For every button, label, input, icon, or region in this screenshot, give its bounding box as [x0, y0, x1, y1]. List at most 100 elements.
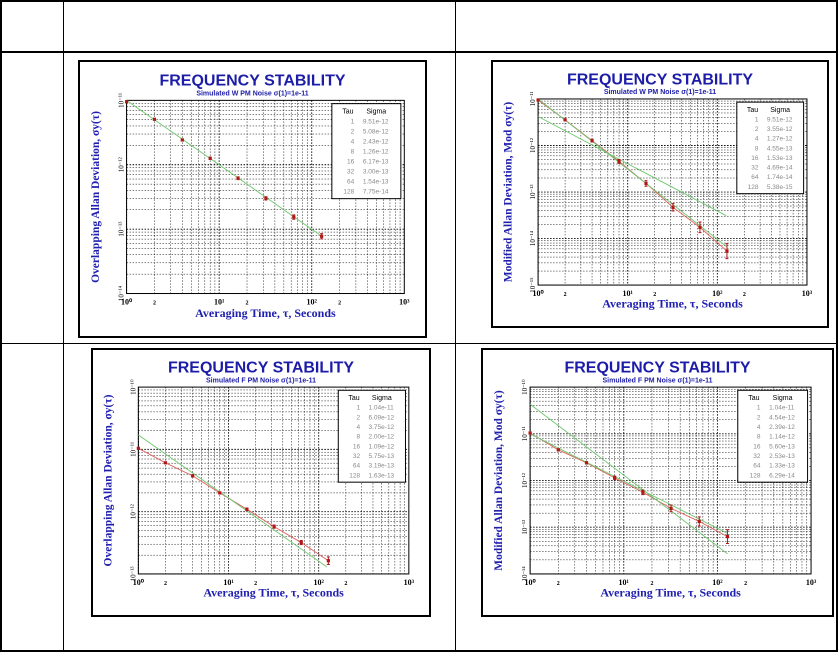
plot-frame — [537, 98, 808, 286]
legend-sigma-value: 5.60e-13 — [769, 443, 795, 450]
data-point — [292, 215, 296, 219]
legend-tau-value: 16 — [353, 443, 361, 450]
data-point — [191, 474, 195, 478]
chart-subtitle: Simulated W PM Noise σ(1)=1e-11 — [196, 90, 308, 97]
data-point — [163, 461, 168, 465]
legend-sigma-value: 5.38e-15 — [767, 184, 793, 191]
data-point — [563, 118, 567, 122]
legend-header-tau: Tau — [342, 109, 353, 116]
data-point — [218, 491, 222, 495]
legend-sigma-value: 4.69e-14 — [767, 165, 793, 172]
fit-line-green — [529, 403, 728, 555]
x-tick-label: 2 — [557, 581, 560, 587]
legend-sigma-value: 9.51e-12 — [767, 116, 793, 123]
legend-tau-value: 4 — [755, 136, 759, 143]
legend-tau-value: 8 — [356, 434, 360, 441]
x-tick-label: 2 — [744, 581, 747, 587]
legend-header-sigma: Sigma — [773, 395, 793, 402]
fit-line-green — [126, 99, 322, 237]
data-point — [697, 519, 701, 524]
y-tick-label: 10⁻¹² — [529, 138, 537, 153]
data-point — [326, 559, 330, 563]
data-point — [671, 205, 675, 209]
legend-tau-value: 4 — [757, 424, 761, 431]
table-column-divider-1 — [63, 0, 64, 652]
y-tick-label: 10⁻¹³ — [129, 566, 137, 581]
data-point — [584, 461, 589, 465]
y-tick-label: 10⁻¹³ — [529, 185, 537, 200]
chart-title: FREQUENCY STABILITY — [567, 71, 753, 88]
data-point — [136, 446, 140, 450]
x-axis-label: Averaging Time, τ, Seconds — [602, 297, 743, 311]
x-tick-label: 10⁰ — [133, 578, 145, 587]
legend-tau-value: 2 — [351, 129, 355, 136]
legend-tau-value: 128 — [748, 184, 759, 191]
table-header-divider — [0, 51, 838, 53]
legend-header-sigma: Sigma — [770, 107, 790, 114]
legend-tau-value: 32 — [753, 453, 761, 460]
x-tick-label: 10³ — [806, 578, 817, 587]
legend-box — [737, 389, 809, 483]
data-point — [208, 156, 212, 160]
data-point — [180, 138, 184, 142]
legend-tau-value: 4 — [356, 424, 360, 431]
chart-wpm-overlapping-adev: FREQUENCY STABILITY Simulated W PM Noise … — [78, 60, 427, 338]
legend-tau-value: 128 — [343, 189, 354, 196]
legend-sigma-value: 2.00e-12 — [369, 434, 395, 441]
legend-sigma-value: 6.09e-12 — [369, 414, 395, 421]
data-point — [556, 448, 560, 452]
legend-tau-value: 16 — [753, 443, 761, 450]
legend-sigma-value: 1.53e-13 — [767, 155, 793, 162]
chart-title: FREQUENCY STABILITY — [564, 360, 750, 377]
x-tick-label: 10⁰ — [532, 289, 544, 298]
y-tick-label: 10⁻¹³ — [118, 222, 126, 237]
legend-sigma-value: 6.17e-13 — [363, 159, 389, 166]
y-tick-label: 10⁻¹⁰ — [521, 379, 529, 395]
data-point — [236, 176, 240, 180]
data-point — [528, 431, 532, 435]
data-point — [590, 139, 594, 143]
x-tick-label: 10⁰ — [121, 298, 133, 307]
legend-header-tau: Tau — [748, 395, 759, 402]
x-tick-label: 2 — [246, 301, 249, 307]
x-tick-label: 2 — [254, 581, 257, 587]
legend-tau-value: 64 — [751, 174, 759, 181]
legend-sigma-value: 7.75e-14 — [363, 189, 389, 196]
x-tick-label: 2 — [564, 292, 567, 298]
x-tick-label: 2 — [653, 292, 656, 298]
x-axis-label: Averaging Time, τ, Seconds — [600, 585, 741, 599]
legend-header-tau: Tau — [747, 107, 758, 114]
legend-sigma-value: 3.00e-13 — [363, 169, 389, 176]
legend-tau-value: 2 — [755, 126, 759, 133]
x-tick-label: 10¹ — [623, 289, 634, 298]
legend-tau-value: 1 — [351, 119, 355, 126]
y-axis-label: Overlapping Allan Deviation, σy(τ) — [90, 111, 102, 283]
table-border-bottom — [0, 650, 838, 652]
legend-sigma-value: 1.04e-11 — [369, 405, 395, 412]
chart-subtitle: Simulated W PM Noise σ(1)=1e-11 — [604, 89, 716, 96]
y-tick-label: 10⁻¹⁴ — [529, 230, 537, 246]
y-tick-label: 10⁻¹⁴ — [118, 285, 126, 301]
y-tick-label: 10⁻¹² — [118, 157, 126, 172]
y-tick-label: 10⁻¹⁰ — [129, 379, 137, 395]
legend-sigma-value: 9.51e-12 — [363, 119, 389, 126]
legend-tau-value: 1 — [356, 405, 360, 412]
x-tick-label: 10² — [712, 289, 723, 298]
y-tick-label: 10⁻¹² — [129, 504, 137, 519]
fit-line-green — [537, 116, 727, 217]
plot-frame — [126, 99, 405, 295]
table-column-divider-2 — [455, 0, 456, 652]
y-tick-label: 10⁻¹⁴ — [521, 566, 529, 582]
fit-line-green — [529, 433, 728, 534]
legend-box — [331, 103, 402, 200]
y-axis-label: Overlapping Allan Deviation, σy(τ) — [102, 394, 114, 566]
legend-header-sigma: Sigma — [372, 395, 392, 402]
x-tick-label: 10⁰ — [525, 578, 537, 587]
legend-sigma-value: 1.54e-13 — [363, 179, 389, 186]
y-tick-label: 10⁻¹¹ — [521, 426, 529, 441]
legend-sigma-value: 2.39e-12 — [769, 424, 795, 431]
legend-box — [736, 101, 805, 195]
plot-frame — [137, 386, 410, 575]
legend-sigma-value: 2.43e-12 — [363, 139, 389, 146]
